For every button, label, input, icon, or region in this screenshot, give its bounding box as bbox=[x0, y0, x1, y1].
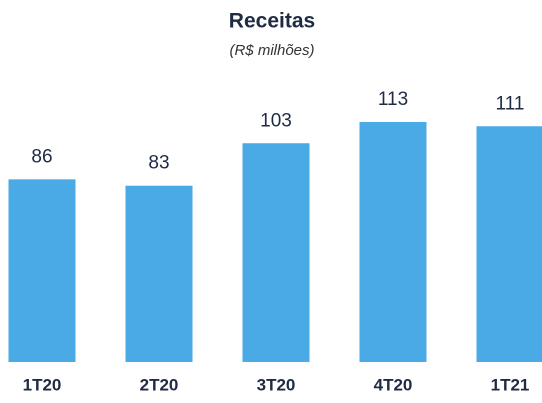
data-label: 103 bbox=[260, 110, 292, 131]
x-tick-label: 3T20 bbox=[257, 375, 296, 394]
bar bbox=[125, 185, 193, 362]
chart-subtitle: (R$ milhões) bbox=[229, 42, 314, 59]
x-tick-label: 2T20 bbox=[140, 375, 179, 394]
x-tick-label: 1T21 bbox=[491, 375, 530, 394]
chart-title: Receitas bbox=[229, 10, 315, 33]
data-label: 83 bbox=[148, 153, 169, 174]
bar bbox=[476, 126, 542, 362]
x-tick-label: 4T20 bbox=[374, 375, 413, 394]
data-label: 113 bbox=[378, 89, 408, 110]
bar bbox=[8, 179, 76, 362]
bar bbox=[242, 143, 310, 362]
data-label: 86 bbox=[31, 146, 52, 167]
x-tick-label: 1T20 bbox=[23, 375, 62, 394]
data-label: 111 bbox=[496, 93, 525, 114]
bar bbox=[359, 122, 427, 362]
